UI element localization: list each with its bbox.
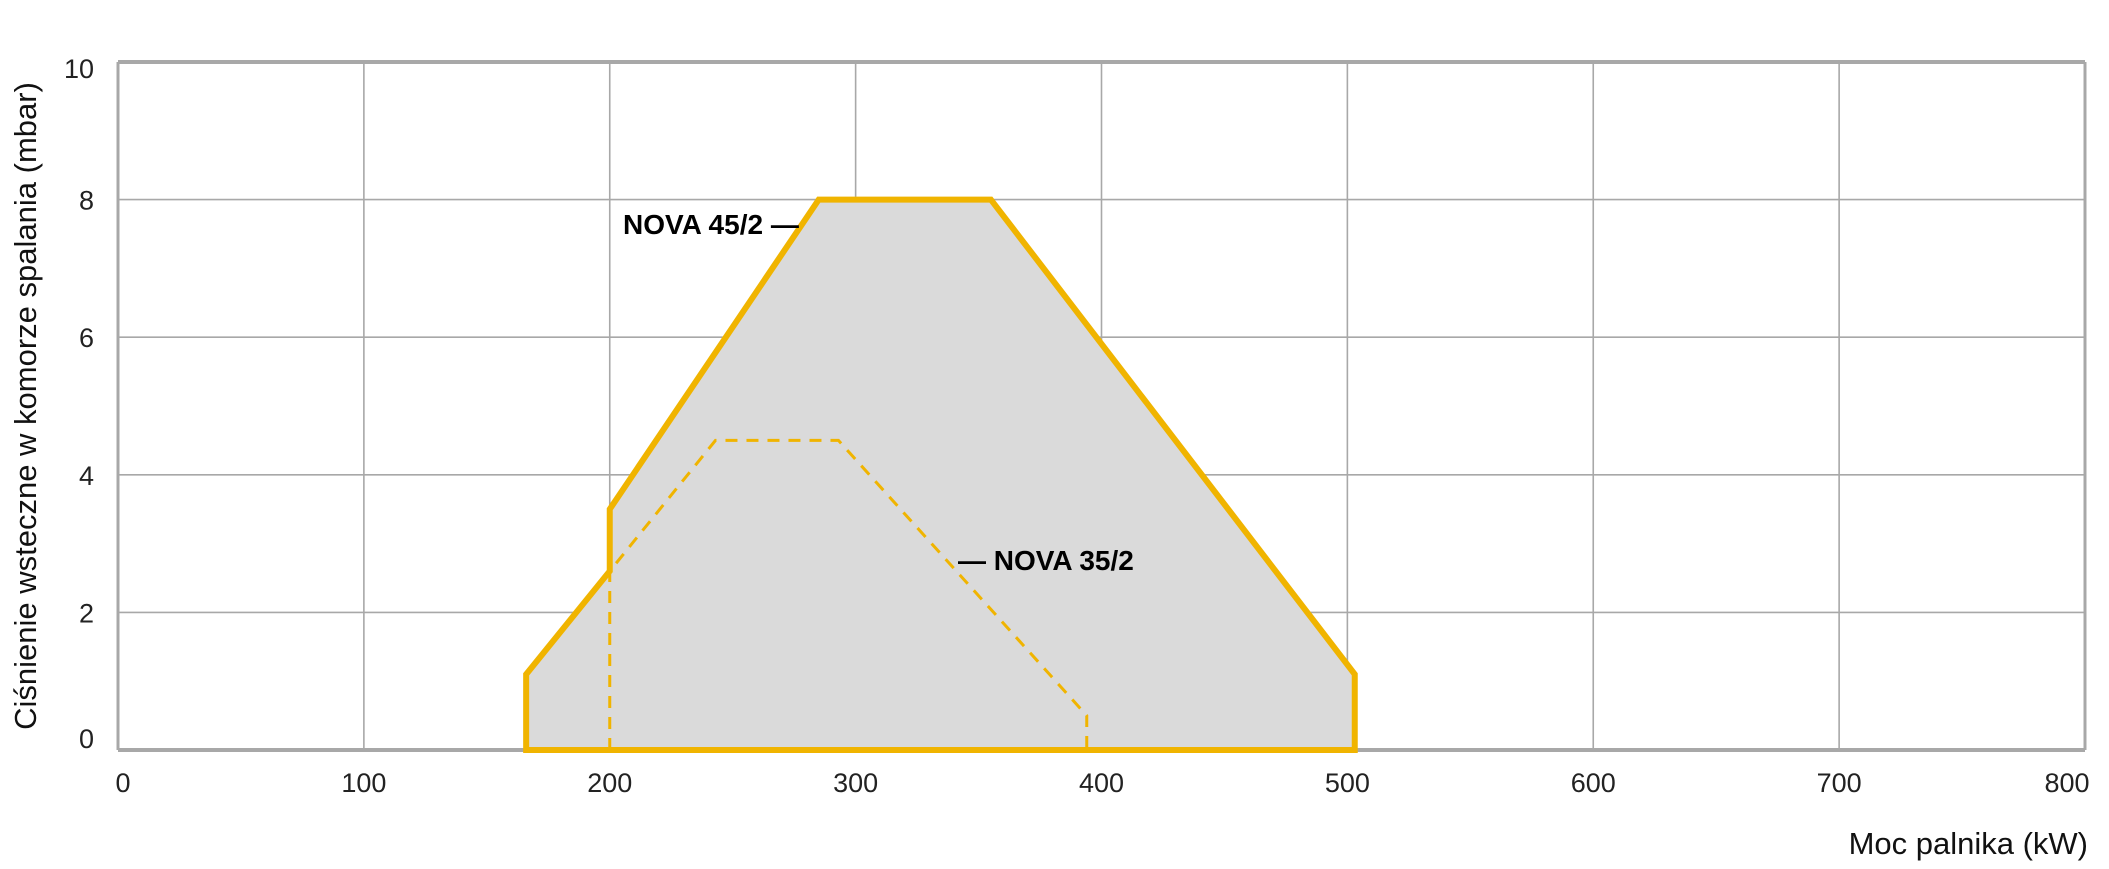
y-tick-label: 8	[79, 186, 94, 216]
x-tick-label: 400	[1079, 768, 1124, 798]
x-tick-label: 500	[1325, 768, 1370, 798]
x-tick-label: 800	[2044, 768, 2089, 798]
x-axis-title: Moc palnika (kW)	[1849, 826, 2088, 861]
y-tick-label: 0	[79, 724, 94, 754]
series-line-nova-35-2	[608, 438, 1089, 750]
y-tick-label: 10	[64, 54, 94, 84]
x-tick-label: 100	[341, 768, 386, 798]
y-tick-label: 2	[79, 598, 94, 628]
x-tick-label: 200	[587, 768, 632, 798]
x-tick-label: 300	[833, 768, 878, 798]
x-tick-label: 600	[1571, 768, 1616, 798]
y-axis-title: Ciśnienie wsteczne w komorze spalania (m…	[8, 82, 43, 730]
x-tick-label: 0	[115, 768, 130, 798]
grid	[116, 60, 2087, 752]
series-label-nova-35-2: — NOVA 35/2	[958, 545, 1134, 576]
series-layer	[523, 196, 1358, 753]
y-tick-label: 4	[79, 461, 94, 491]
series-area-nova-45-2	[523, 196, 1358, 753]
y-tick-label: 6	[79, 323, 94, 353]
series-label-nova-45-2: NOVA 45/2 —	[623, 209, 799, 240]
x-tick-label: 700	[1817, 768, 1862, 798]
tick-labels: 0 100 200 300 400 500 600 700 800 0 2 4 6 8 10	[64, 54, 2090, 798]
